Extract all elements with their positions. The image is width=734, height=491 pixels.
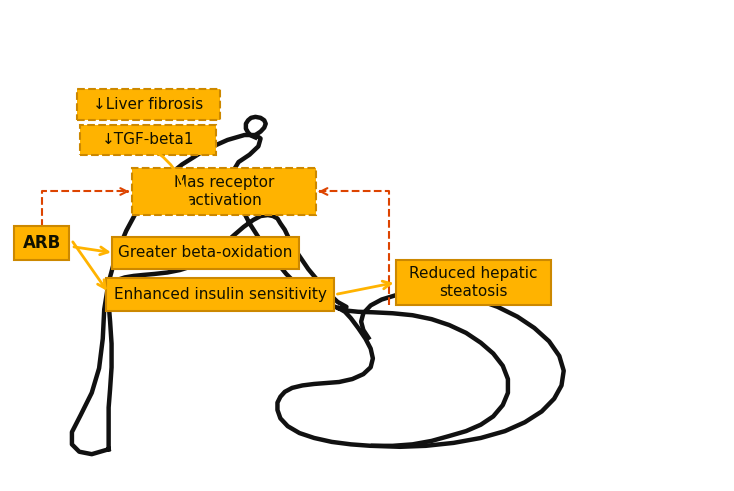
Text: ARB: ARB bbox=[23, 234, 61, 252]
Text: Greater beta-oxidation: Greater beta-oxidation bbox=[118, 246, 293, 260]
FancyBboxPatch shape bbox=[112, 237, 299, 269]
FancyBboxPatch shape bbox=[15, 226, 69, 260]
FancyBboxPatch shape bbox=[76, 89, 220, 120]
Text: Mas receptor
activation: Mas receptor activation bbox=[174, 175, 274, 208]
FancyBboxPatch shape bbox=[396, 260, 550, 305]
FancyBboxPatch shape bbox=[106, 278, 334, 311]
FancyBboxPatch shape bbox=[81, 125, 216, 155]
Text: ↓Liver fibrosis: ↓Liver fibrosis bbox=[93, 97, 203, 112]
Text: Reduced hepatic
steatosis: Reduced hepatic steatosis bbox=[409, 266, 538, 299]
Text: Enhanced insulin sensitivity: Enhanced insulin sensitivity bbox=[114, 287, 327, 302]
FancyBboxPatch shape bbox=[132, 168, 316, 215]
Text: ↓TGF-beta1: ↓TGF-beta1 bbox=[102, 133, 195, 147]
